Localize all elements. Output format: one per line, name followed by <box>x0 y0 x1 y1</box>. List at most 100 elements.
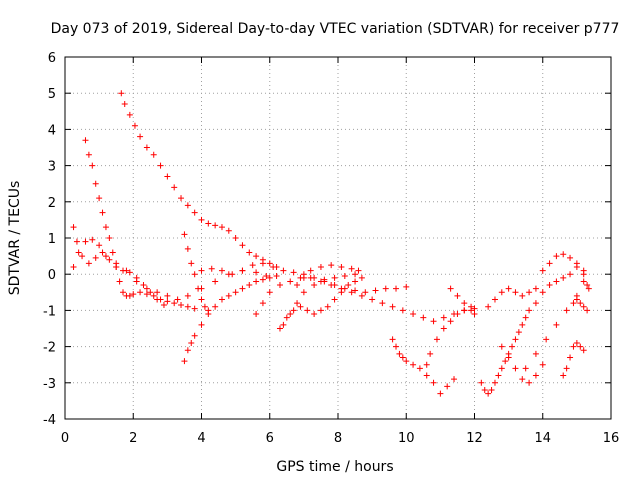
x-tick-label: 8 <box>334 431 342 446</box>
data-point <box>532 300 539 307</box>
data-point <box>567 254 574 261</box>
data-point <box>174 296 181 303</box>
data-point <box>270 263 277 270</box>
data-point <box>396 350 403 357</box>
data-point <box>532 372 539 379</box>
data-point <box>420 314 427 321</box>
data-point <box>276 282 283 289</box>
data-point <box>539 361 546 368</box>
series-arc-4 <box>118 90 280 270</box>
data-point <box>399 307 406 314</box>
data-point <box>423 361 430 368</box>
x-tick-label: 12 <box>466 431 483 446</box>
series-arc-15 <box>478 263 591 397</box>
data-point <box>253 278 260 285</box>
series-arc-13 <box>423 303 478 368</box>
data-point <box>389 336 396 343</box>
data-point <box>266 274 273 281</box>
data-point <box>126 269 133 276</box>
data-point <box>481 387 488 394</box>
data-point <box>427 350 434 357</box>
y-tick-label: 6 <box>48 51 56 66</box>
data-point <box>70 224 77 231</box>
data-point <box>160 301 167 308</box>
data-point <box>113 263 120 270</box>
data-point <box>82 238 89 245</box>
data-point <box>573 260 580 267</box>
x-tick-label: 4 <box>197 431 205 446</box>
data-point <box>273 273 280 280</box>
data-point <box>584 282 591 289</box>
data-point <box>184 245 191 252</box>
y-tick-label: 1 <box>48 232 56 247</box>
series-arc-19 <box>560 339 587 379</box>
data-point <box>143 285 150 292</box>
data-point <box>546 260 553 267</box>
data-point <box>560 372 567 379</box>
data-point <box>580 347 587 354</box>
data-point <box>369 296 376 303</box>
series-arc-21 <box>570 296 591 314</box>
data-point <box>437 390 444 397</box>
data-point <box>99 209 106 216</box>
data-point <box>553 321 560 328</box>
data-point <box>352 271 359 278</box>
data-point <box>89 162 96 169</box>
data-point <box>519 321 526 328</box>
data-point <box>82 137 89 144</box>
data-point <box>164 298 171 305</box>
data-point <box>515 329 522 336</box>
data-point <box>430 318 437 325</box>
grid <box>65 57 611 419</box>
y-tick-label: -1 <box>43 304 56 319</box>
data-point <box>266 260 273 267</box>
data-point <box>253 311 260 318</box>
data-point <box>304 307 311 314</box>
data-point <box>352 287 359 294</box>
series-arc-10 <box>280 271 359 328</box>
data-point <box>198 321 205 328</box>
data-point <box>263 273 270 280</box>
data-point <box>539 289 546 296</box>
data-point <box>560 274 567 281</box>
data-point <box>563 365 570 372</box>
y-tick-label: 3 <box>48 160 56 175</box>
series-arc-20 <box>539 251 592 292</box>
data-point <box>526 289 533 296</box>
data-point <box>212 278 219 285</box>
data-point <box>287 311 294 318</box>
data-point <box>133 274 140 281</box>
data-point <box>118 90 125 97</box>
data-point <box>570 343 577 350</box>
data-point <box>147 289 154 296</box>
series-arc-7 <box>198 260 410 296</box>
data-point <box>485 390 492 397</box>
y-tick-label: -2 <box>43 341 56 356</box>
data-points <box>70 90 592 397</box>
data-point <box>478 379 485 386</box>
data-point <box>358 292 365 299</box>
data-point <box>444 383 451 390</box>
data-point <box>157 296 164 303</box>
data-point <box>338 289 345 296</box>
data-point <box>120 289 127 296</box>
data-point <box>85 151 92 158</box>
series-arc-12 <box>389 336 458 397</box>
data-point <box>502 358 509 365</box>
data-point <box>311 311 318 318</box>
data-point <box>509 343 516 350</box>
data-point <box>519 292 526 299</box>
series-arc-2 <box>70 224 167 308</box>
data-point <box>379 300 386 307</box>
data-point <box>137 133 144 140</box>
data-point <box>580 303 587 310</box>
series-arc-9 <box>276 274 365 332</box>
data-point <box>109 249 116 256</box>
data-point <box>239 285 246 292</box>
data-point <box>345 282 352 289</box>
x-tick-label: 16 <box>603 431 620 446</box>
data-point <box>348 265 355 272</box>
data-point <box>505 285 512 292</box>
data-point <box>461 300 468 307</box>
